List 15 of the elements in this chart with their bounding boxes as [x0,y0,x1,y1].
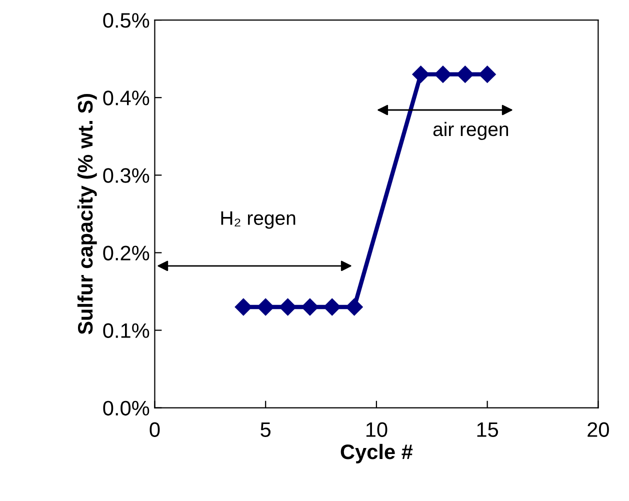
x-axis-title: Cycle # [340,444,413,464]
x-tick-label: 0 [150,422,160,438]
y-tick-label: 0.1% [103,323,150,338]
annotation: air regen [433,122,508,140]
x-tick-label: 10 [366,422,388,438]
x-tick-label: 15 [477,422,498,438]
y-tick-label: 0.4% [103,90,150,106]
annotation: H₂ regen [221,211,296,229]
x-tick-label: 5 [260,422,271,438]
y-tick-label: 0.5% [103,13,150,28]
y-tick-label: 0.0% [103,400,150,416]
y-tick-label: 0.2% [103,246,150,260]
x-tick-label: 20 [588,422,609,438]
y-tick-label: 0.3% [103,168,150,183]
y-axis-title: Sulfur capacity (% wt. S) [77,94,97,334]
